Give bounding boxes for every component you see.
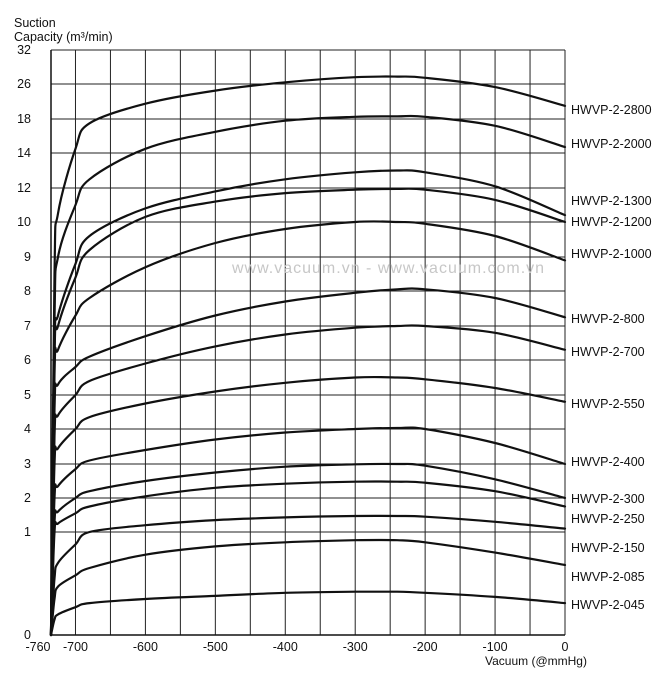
series-label: HWVP-2-800 xyxy=(571,312,645,326)
y-tick-label: 4 xyxy=(24,422,31,436)
y-tick-label: 3 xyxy=(24,457,31,471)
x-tick-label: -500 xyxy=(203,640,228,654)
y-tick-label: 5 xyxy=(24,388,31,402)
series-label: HWVP-2-1300 xyxy=(571,194,652,208)
series-line-hwvp-2-1300 xyxy=(49,169,567,637)
x-tick-label: -700 xyxy=(63,640,88,654)
series-line-hwvp-2-250 xyxy=(49,480,567,637)
series-line-hwvp-2-700 xyxy=(49,324,567,637)
y-tick-label: 12 xyxy=(17,181,31,195)
x-tick-label: 0 xyxy=(562,640,569,654)
series-label: HWVP-2-300 xyxy=(571,492,645,506)
series-label: HWVP-2-1000 xyxy=(571,247,652,261)
series-line-hwvp-2-2800 xyxy=(49,75,567,637)
series-line-hwvp-2-045 xyxy=(49,590,567,637)
y-tick-label: 8 xyxy=(24,284,31,298)
series-label: HWVP-2-400 xyxy=(571,455,645,469)
series-label: HWVP-2-045 xyxy=(571,598,645,612)
series-label: HWVP-2-250 xyxy=(571,512,645,526)
grid-lines xyxy=(50,49,566,636)
y-axis-title-line2: Capacity (m³/min) xyxy=(14,30,113,44)
x-tick-label: -760 xyxy=(25,640,50,654)
series-label: HWVP-2-1200 xyxy=(571,215,652,229)
y-tick-label: 9 xyxy=(24,250,31,264)
y-tick-label: 10 xyxy=(17,215,31,229)
series-label: HWVP-2-2800 xyxy=(571,103,652,117)
x-tick-label: -100 xyxy=(483,640,508,654)
series-line-hwvp-2-300 xyxy=(49,462,567,637)
y-tick-label: 14 xyxy=(17,146,31,160)
series-label: HWVP-2-085 xyxy=(571,570,645,584)
series-label: HWVP-2-700 xyxy=(571,345,645,359)
x-tick-label: -600 xyxy=(133,640,158,654)
series-curves xyxy=(49,75,567,637)
series-line-hwvp-2-085 xyxy=(49,538,567,637)
series-line-hwvp-2-400 xyxy=(49,426,567,637)
series-line-hwvp-2-2000 xyxy=(49,114,567,637)
y-tick-label: 26 xyxy=(17,77,31,91)
series-label: HWVP-2-550 xyxy=(571,397,645,411)
x-tick-label: -200 xyxy=(413,640,438,654)
watermark-text: www.vacuum.vn - www.vacuum.com.vn xyxy=(232,260,546,277)
y-tick-label: 32 xyxy=(17,43,31,57)
y-tick-label: 7 xyxy=(24,319,31,333)
y-tick-label: 1 xyxy=(24,525,31,539)
series-label: HWVP-2-150 xyxy=(571,541,645,555)
series-line-hwvp-2-1200 xyxy=(49,187,567,637)
y-axis-title: Suction Capacity (m³/min) xyxy=(14,16,113,44)
y-axis-title-line1: Suction xyxy=(14,16,56,30)
y-tick-label: 18 xyxy=(17,112,31,126)
y-tick-label: 6 xyxy=(24,353,31,367)
y-tick-label: 2 xyxy=(24,491,31,505)
y-tick-label: 0 xyxy=(24,628,31,642)
series-line-hwvp-2-800 xyxy=(49,287,567,637)
series-line-hwvp-2-150 xyxy=(49,514,567,637)
series-line-hwvp-2-550 xyxy=(49,375,567,637)
x-axis-title: Vacuum (@mmHg) xyxy=(485,654,587,668)
x-tick-label: -300 xyxy=(343,640,368,654)
series-label: HWVP-2-2000 xyxy=(571,137,652,151)
x-tick-label: -400 xyxy=(273,640,298,654)
series-labels: HWVP-2-2800 HWVP-2-2000 HWVP-2-1300 HWVP-2-… xyxy=(571,103,652,612)
series-line-hwvp-2-1000 xyxy=(49,220,567,637)
